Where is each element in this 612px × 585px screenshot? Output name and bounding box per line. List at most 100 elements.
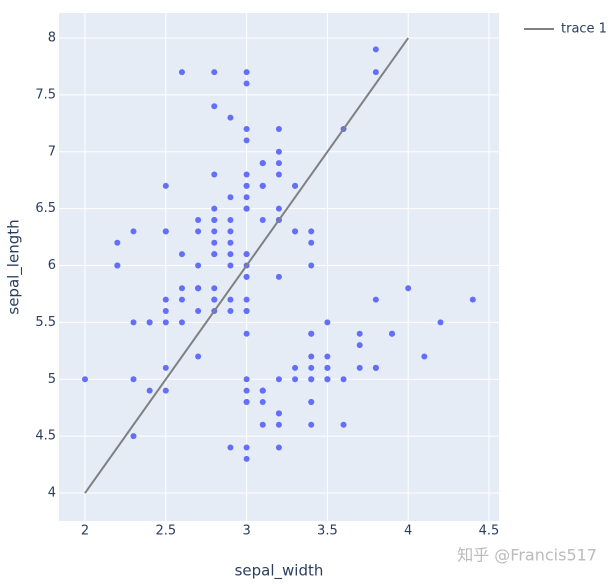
point [243,296,250,303]
point [243,182,250,189]
point [275,376,282,383]
point [324,319,331,326]
point [243,137,250,144]
point [275,205,282,212]
legend-label: trace 1 [561,22,607,37]
point [324,376,331,383]
point [275,171,282,178]
point [162,387,169,394]
point [308,228,315,235]
point [243,273,250,280]
point [227,308,234,315]
point [162,319,169,326]
y-tick-label: 6 [48,258,56,273]
point [178,296,185,303]
y-tick-label: 4.5 [35,429,56,444]
point [243,399,250,406]
point [227,217,234,224]
point [389,330,396,337]
point [178,251,185,258]
point [162,308,169,315]
point [469,296,476,303]
point [195,262,202,269]
point [243,205,250,212]
point [308,239,315,246]
point [340,421,347,428]
point [211,171,218,178]
point [405,285,412,292]
x-tick-label: 2.5 [155,524,176,539]
point [259,421,266,428]
y-tick-label: 5 [48,372,56,387]
point [243,330,250,337]
point [227,444,234,451]
point [227,239,234,246]
point [243,171,250,178]
point [372,69,379,76]
point [259,160,266,167]
point [178,69,185,76]
point [227,228,234,235]
point [130,319,137,326]
point [243,308,250,315]
point [356,342,363,349]
point [195,217,202,224]
point [308,262,315,269]
point [211,205,218,212]
point [292,182,299,189]
y-tick-label: 7 [48,144,56,159]
point [130,376,137,383]
y-tick-label: 5.5 [35,315,56,330]
point [275,148,282,155]
y-tick-label: 7.5 [35,87,56,102]
point [162,228,169,235]
point [211,217,218,224]
point [211,251,218,258]
x-tick-label: 2 [81,524,89,539]
point [227,296,234,303]
point [324,364,331,371]
point [243,69,250,76]
point [308,376,315,383]
point [227,262,234,269]
point [308,399,315,406]
point [275,273,282,280]
point [243,80,250,87]
point [421,353,428,360]
point [243,251,250,258]
point [308,330,315,337]
point [340,376,347,383]
point [178,319,185,326]
y-tick-label: 4 [48,486,56,501]
point [292,228,299,235]
watermark: 知乎 @Francis517 [457,546,597,565]
point [178,285,185,292]
point [146,319,153,326]
point [195,308,202,315]
point [243,455,250,462]
point [259,217,266,224]
point [308,421,315,428]
point [324,353,331,360]
point [227,114,234,121]
y-tick-label: 8 [48,31,56,46]
x-tick-label: 3 [242,524,250,539]
point [308,353,315,360]
point [275,410,282,417]
point [275,444,282,451]
point [211,285,218,292]
point [259,399,266,406]
point [243,387,250,394]
point [82,376,89,383]
point [114,262,121,269]
point [356,364,363,371]
point [259,387,266,394]
x-tick-label: 4 [404,524,412,539]
y-axis-title: sepal_length [5,219,24,314]
point [114,239,121,246]
point [227,194,234,201]
point [275,421,282,428]
y-tick-label: 6.5 [35,201,56,216]
point [243,376,250,383]
